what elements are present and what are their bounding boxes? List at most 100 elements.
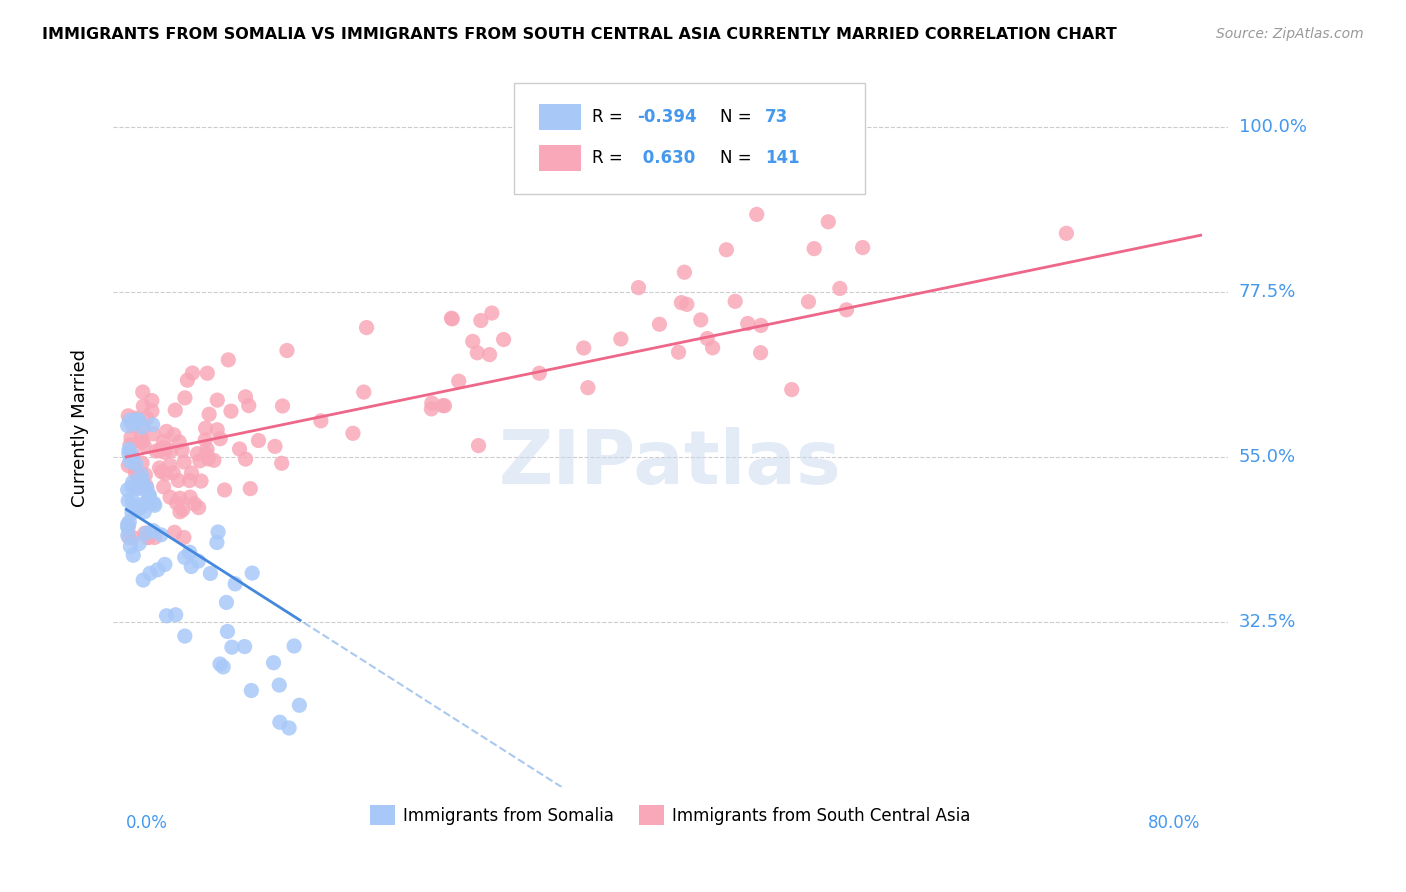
Point bbox=[180, 466, 202, 480]
Point bbox=[179, 474, 201, 488]
Point bbox=[125, 481, 148, 495]
Point bbox=[117, 418, 139, 433]
Point bbox=[135, 526, 157, 541]
FancyBboxPatch shape bbox=[538, 104, 581, 130]
Point bbox=[153, 445, 176, 459]
Point bbox=[610, 332, 633, 346]
Point bbox=[118, 413, 141, 427]
Point bbox=[143, 531, 166, 545]
Text: N =: N = bbox=[720, 149, 758, 168]
Point bbox=[155, 425, 177, 439]
Text: 100.0%: 100.0% bbox=[1239, 118, 1306, 136]
Text: IMMIGRANTS FROM SOMALIA VS IMMIGRANTS FROM SOUTH CENTRAL ASIA CURRENTLY MARRIED : IMMIGRANTS FROM SOMALIA VS IMMIGRANTS FR… bbox=[42, 27, 1116, 42]
Point bbox=[118, 531, 141, 545]
Point bbox=[481, 306, 503, 320]
Point bbox=[187, 554, 209, 568]
Point bbox=[238, 399, 260, 413]
Text: ZIPatlas: ZIPatlas bbox=[499, 427, 842, 500]
Point bbox=[309, 414, 332, 428]
Point bbox=[207, 524, 229, 539]
Point bbox=[169, 505, 191, 519]
Text: R =: R = bbox=[592, 108, 628, 127]
Point bbox=[132, 399, 155, 413]
Point bbox=[205, 535, 228, 549]
Point bbox=[745, 207, 768, 221]
Point bbox=[117, 458, 139, 473]
Point bbox=[576, 381, 599, 395]
Point bbox=[129, 467, 152, 482]
Point bbox=[141, 393, 163, 408]
Point bbox=[173, 531, 195, 545]
Point bbox=[125, 464, 148, 478]
Point bbox=[263, 656, 285, 670]
Point bbox=[117, 517, 139, 532]
Point bbox=[153, 441, 176, 455]
Point bbox=[173, 629, 195, 643]
Point bbox=[433, 399, 456, 413]
Point bbox=[702, 341, 724, 355]
Point bbox=[159, 490, 181, 504]
Point bbox=[134, 439, 156, 453]
Point bbox=[247, 434, 270, 448]
Point bbox=[125, 411, 148, 425]
Point bbox=[135, 411, 157, 425]
Point bbox=[121, 506, 143, 520]
Point bbox=[128, 536, 150, 550]
Point bbox=[356, 320, 378, 334]
Text: 55.0%: 55.0% bbox=[1239, 448, 1296, 466]
Point bbox=[155, 608, 177, 623]
Point bbox=[150, 528, 173, 542]
Point bbox=[132, 573, 155, 587]
Point bbox=[165, 403, 187, 417]
Point bbox=[180, 559, 202, 574]
Point bbox=[240, 683, 263, 698]
Point bbox=[173, 550, 195, 565]
Point bbox=[269, 715, 291, 730]
Point bbox=[129, 430, 152, 444]
Point bbox=[188, 454, 211, 468]
Point bbox=[132, 478, 155, 492]
Point bbox=[269, 678, 291, 692]
Point bbox=[166, 496, 188, 510]
Point bbox=[828, 281, 851, 295]
Point bbox=[228, 442, 250, 456]
Point bbox=[163, 525, 186, 540]
Point bbox=[135, 481, 157, 495]
Point bbox=[174, 391, 197, 405]
Point bbox=[122, 548, 145, 562]
Point bbox=[139, 566, 162, 581]
Point bbox=[138, 488, 160, 502]
Point bbox=[696, 332, 718, 346]
Point bbox=[276, 343, 298, 358]
Point bbox=[150, 465, 173, 479]
Point bbox=[124, 466, 146, 480]
Point bbox=[217, 352, 239, 367]
Point bbox=[648, 318, 671, 332]
Point bbox=[627, 280, 650, 294]
Point bbox=[200, 566, 222, 581]
Point bbox=[224, 577, 246, 591]
Point bbox=[128, 413, 150, 427]
Point bbox=[121, 449, 143, 463]
Point bbox=[138, 492, 160, 507]
Point bbox=[183, 497, 205, 511]
Text: 0.630: 0.630 bbox=[637, 149, 695, 168]
Text: 0.0%: 0.0% bbox=[127, 814, 169, 832]
Point bbox=[142, 524, 165, 538]
Point bbox=[724, 294, 747, 309]
Point bbox=[221, 640, 243, 655]
Point bbox=[217, 624, 239, 639]
Point bbox=[142, 426, 165, 441]
Point bbox=[169, 491, 191, 506]
Point bbox=[209, 432, 232, 446]
Point bbox=[146, 563, 169, 577]
Point bbox=[131, 500, 153, 514]
Point bbox=[214, 483, 236, 497]
Point bbox=[172, 443, 194, 458]
Point bbox=[121, 448, 143, 462]
Point bbox=[167, 474, 190, 488]
Point bbox=[155, 467, 177, 481]
Point bbox=[187, 500, 209, 515]
Point bbox=[205, 423, 228, 437]
Point bbox=[270, 456, 292, 470]
